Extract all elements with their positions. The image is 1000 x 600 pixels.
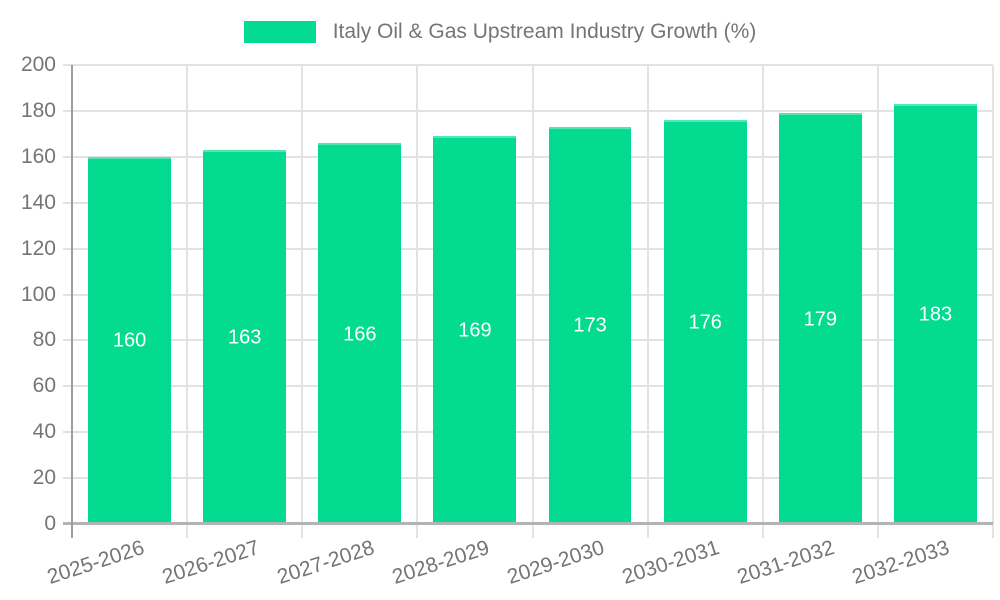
y-axis-tick-label: 60 [32,374,56,398]
y-axis-tick-label: 80 [32,328,56,352]
plot-area: 160 163 166 169 173 176 179 183 [63,64,994,538]
legend-item[interactable]: Italy Oil & Gas Upstream Industry Growth… [0,20,1000,44]
bar-value-label: 176 [688,311,722,334]
y-axis-tick-label: 140 [20,190,56,214]
bar-2029-2030[interactable]: 173 [548,126,632,524]
y-axis-tick-label: 20 [32,466,56,490]
gridline-horizontal [63,201,993,204]
y-axis-line [71,65,73,538]
bar-2030-2031[interactable]: 176 [663,120,747,524]
y-axis-tick-label: 160 [20,144,56,168]
y-axis-tick-label: 200 [20,53,56,76]
y-axis-tick-label: 0 [44,512,56,535]
y-axis: 0 20 40 60 80 100 120 140 160 180 200 [0,53,58,535]
gridline-vertical [186,65,189,538]
x-axis-tick-label: 2032-2033 [849,536,953,589]
gridline-horizontal [63,64,993,66]
x-axis-tick-label: 2027-2028 [274,536,377,589]
gridline-vertical [761,65,764,538]
y-axis-tick-label: 40 [32,420,56,444]
gridline-horizontal [63,385,993,388]
bar-2031-2032[interactable]: 179 [778,113,862,524]
y-axis-tick-label: 120 [20,236,56,260]
x-axis-tick-label: 2028-2029 [389,536,493,589]
bar-value-label: 179 [803,308,837,331]
gridline-vertical [301,65,304,538]
bar-2027-2028[interactable]: 166 [318,143,402,524]
x-axis-tick-label: 2029-2030 [504,536,608,589]
bar-value-label: 169 [458,319,492,342]
y-axis-tick-label: 180 [20,98,56,122]
gridline-horizontal [63,155,993,158]
gridline-vertical [992,65,994,538]
bar-value-label: 173 [573,314,607,337]
gridline-vertical [876,65,879,538]
gridline-horizontal [63,339,993,342]
bar-value-label: 183 [918,303,953,326]
bar-2028-2029[interactable]: 169 [433,136,517,524]
bar-2026-2027[interactable]: 163 [203,149,287,524]
gridline-horizontal [63,431,993,434]
legend-swatch-icon [243,21,316,43]
legend-label: Italy Oil & Gas Upstream Industry Growth… [332,20,757,43]
gridline-vertical [531,65,534,538]
x-axis-line [63,522,993,525]
x-axis-tick-label: 2025-2026 [44,536,147,589]
bar-2025-2026[interactable]: 160 [88,156,171,524]
bar-2032-2033[interactable]: 183 [893,104,977,524]
x-axis-tick-label: 2031-2032 [734,536,838,589]
gridline-vertical [416,65,419,538]
bar-value-label: 166 [343,323,377,346]
x-axis-tick-label: 2026-2027 [159,536,262,589]
y-axis-tick-label: 100 [20,282,56,306]
gridline-horizontal [63,247,993,250]
gridline-horizontal [63,109,993,112]
x-axis-tick-label: 2030-2031 [619,536,723,589]
gridline-horizontal [63,477,993,480]
bar-value-label: 163 [227,326,262,349]
gridline-horizontal [63,293,993,296]
bar-value-label: 160 [112,329,147,352]
gridline-vertical [646,65,649,538]
